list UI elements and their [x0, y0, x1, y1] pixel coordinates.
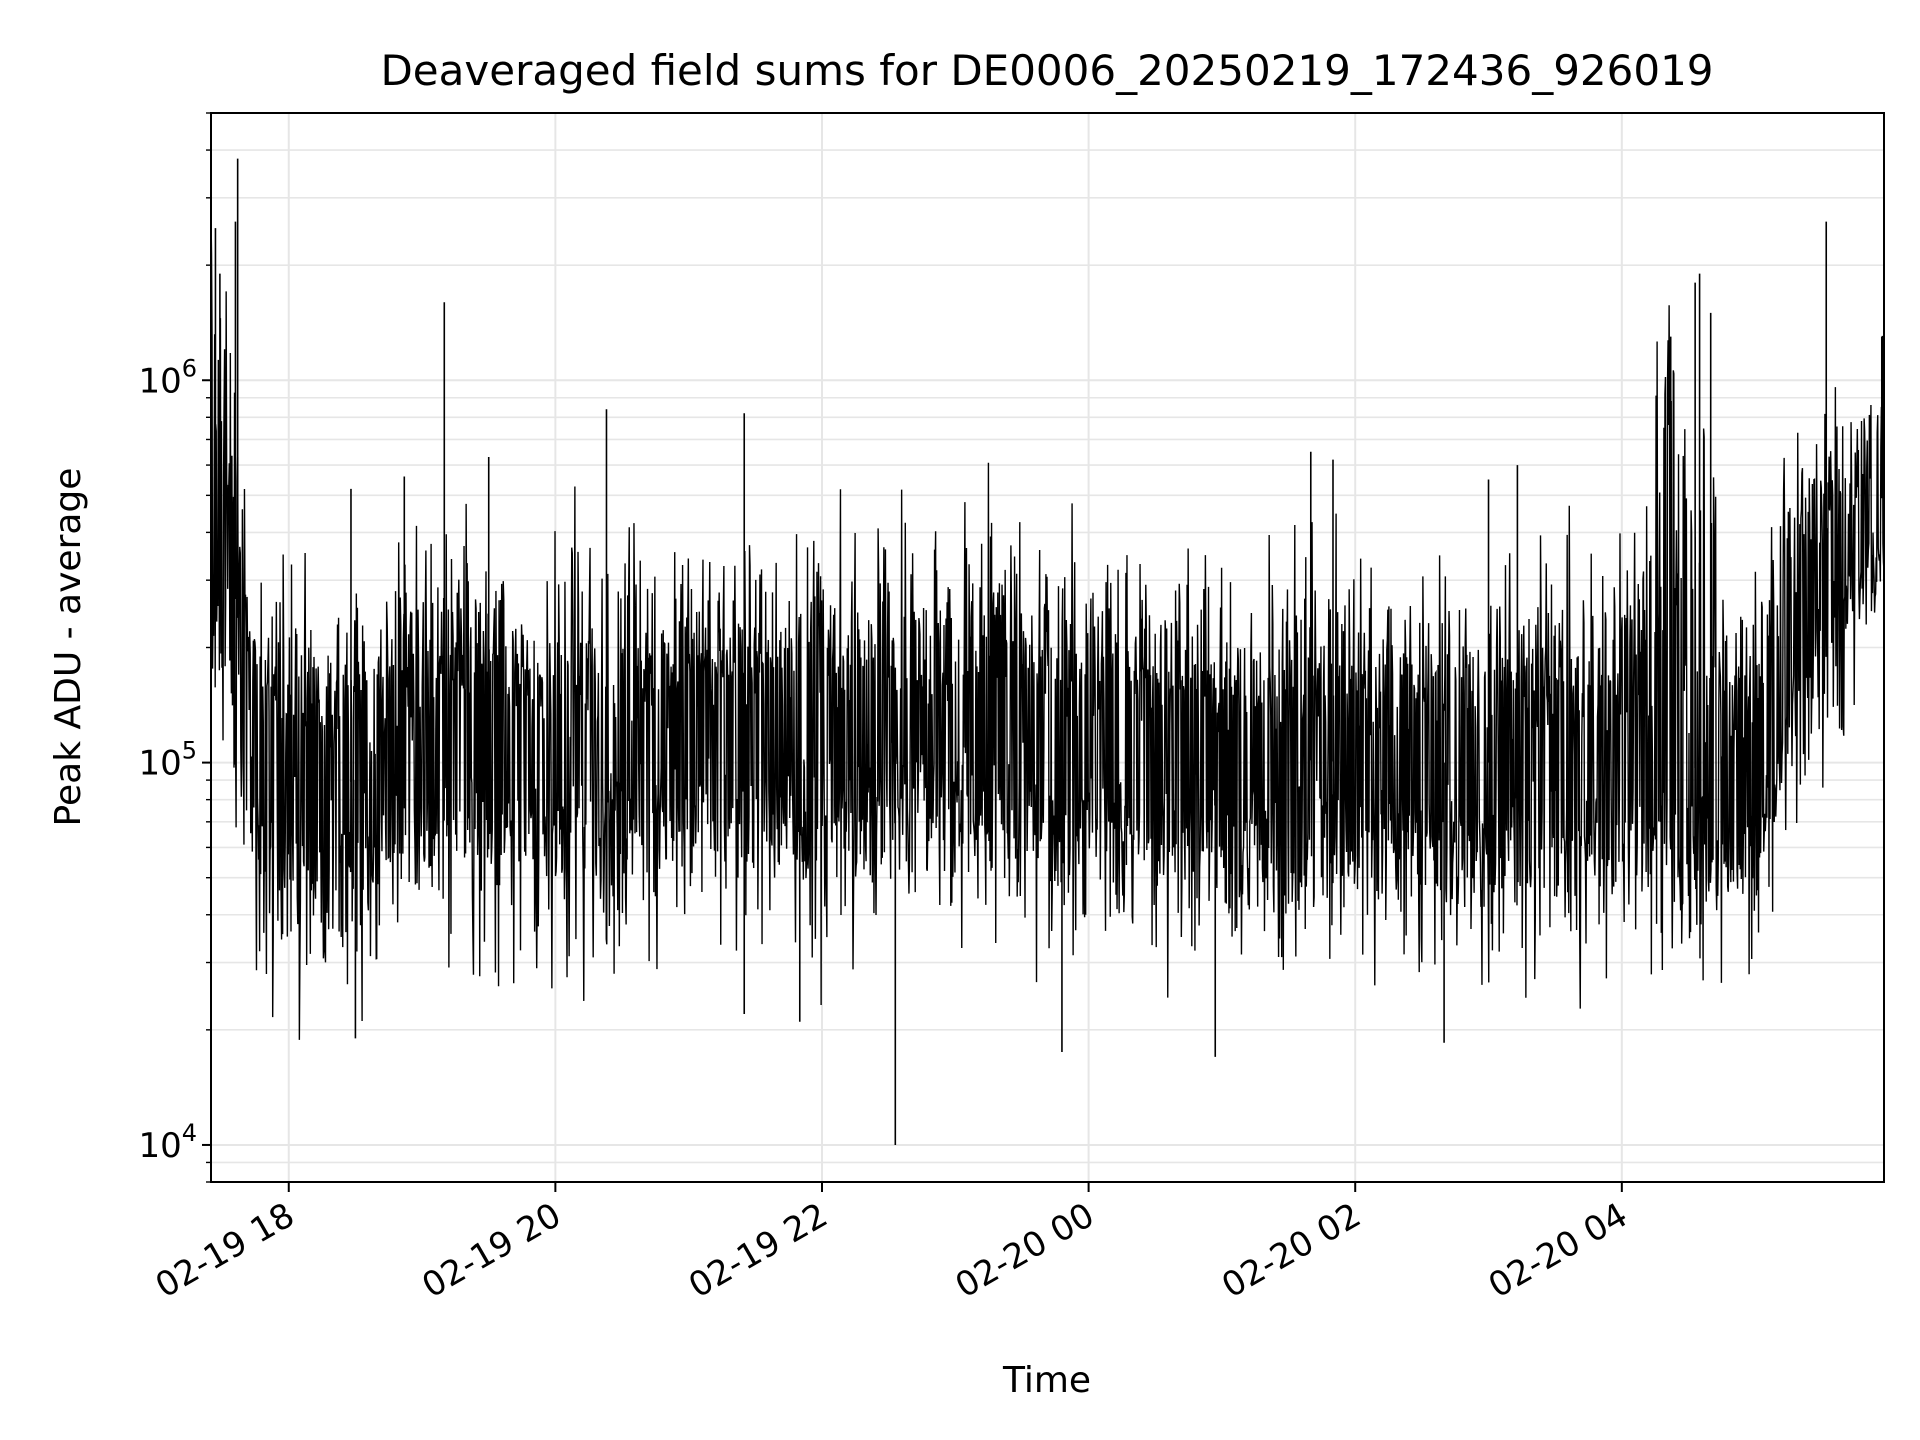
chart-title: Deaveraged field sums for DE0006_2025021…	[380, 46, 1713, 95]
y-tick-exponent: 6	[182, 354, 197, 382]
y-tick-label: 104	[138, 1119, 197, 1166]
y-axis: 104 105 106	[138, 112, 211, 1183]
y-tick-label: 105	[138, 737, 197, 784]
y-tick-exponent: 4	[182, 1119, 197, 1147]
plot-area	[210, 158, 1885, 1145]
x-axis-label: Time	[1002, 1360, 1091, 1401]
y-tick-exponent: 5	[182, 737, 197, 765]
y-axis-label: Peak ADU - average	[48, 468, 89, 827]
y-tick-label: 106	[138, 354, 197, 401]
series-line	[210, 216, 1885, 1040]
